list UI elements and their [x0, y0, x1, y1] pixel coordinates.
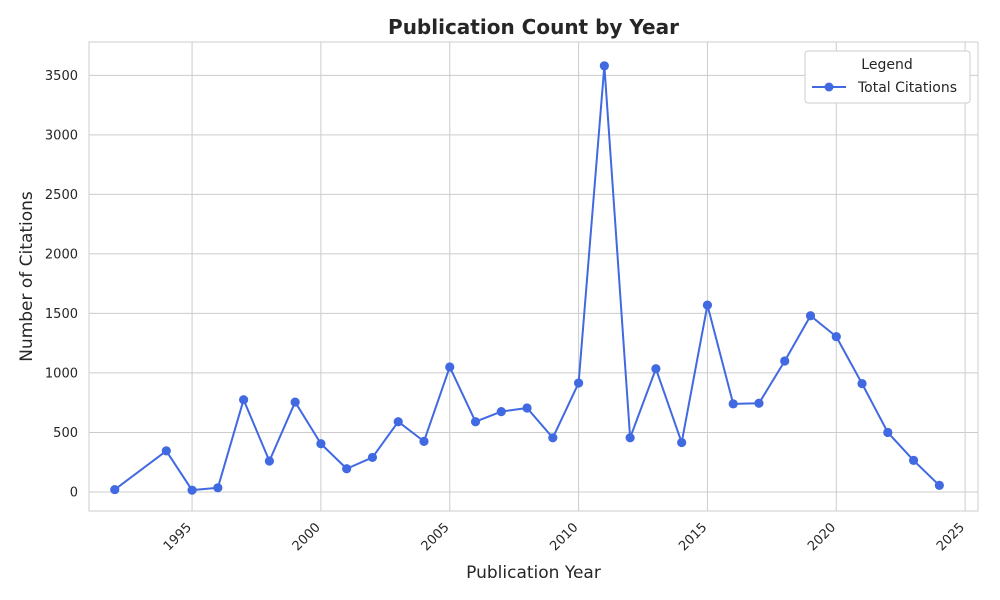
x-tick-label: 2010	[547, 520, 581, 554]
data-point	[496, 407, 506, 417]
data-point	[470, 417, 481, 427]
data-point	[831, 332, 841, 342]
grid	[89, 42, 978, 511]
x-tick-label: 2005	[419, 520, 453, 554]
y-axis-label: Number of Citations	[17, 191, 37, 362]
x-tick-label: 2000	[290, 520, 324, 554]
data-point	[264, 456, 274, 466]
data-point	[754, 398, 764, 408]
series-layer	[110, 61, 944, 495]
y-tick-label: 1500	[45, 307, 78, 322]
data-point	[883, 427, 893, 438]
data-point	[213, 483, 223, 493]
data-point	[367, 452, 378, 463]
y-axis-ticks: 0 500 1000 1500 2000 2500 3000 3500	[45, 69, 78, 501]
x-axis-ticks: 1995 2000 2005 2010 2015 2020 2025	[161, 520, 968, 554]
y-tick-label: 0	[70, 485, 78, 500]
y-tick-label: 2500	[45, 188, 78, 203]
data-point	[573, 378, 584, 388]
x-tick-label: 2025	[934, 520, 968, 554]
y-tick-label: 500	[53, 426, 78, 441]
y-tick-label: 1000	[45, 366, 78, 381]
data-point	[419, 436, 429, 446]
chart-title: Publication Count by Year	[388, 15, 679, 39]
data-point	[934, 480, 944, 491]
x-tick-label: 2015	[676, 520, 710, 554]
series-line	[114, 64, 941, 492]
x-tick-label: 2020	[805, 520, 839, 554]
data-point	[161, 446, 171, 456]
data-point	[393, 417, 403, 427]
legend-series-label: Total Citations	[857, 80, 957, 96]
data-point	[187, 485, 197, 495]
data-point	[548, 433, 558, 443]
data-point	[728, 399, 738, 409]
data-point	[780, 356, 790, 366]
data-point	[702, 300, 713, 310]
data-point	[857, 379, 867, 389]
data-point	[908, 455, 919, 466]
y-tick-label: 2000	[45, 247, 78, 262]
y-tick-label: 3000	[45, 128, 78, 143]
data-point	[625, 433, 635, 443]
x-tick-label: 1995	[161, 520, 195, 554]
data-point	[677, 437, 687, 448]
data-point	[522, 403, 532, 413]
y-tick-label: 3500	[45, 69, 78, 84]
data-point	[290, 397, 300, 407]
legend-title: Legend	[861, 57, 912, 73]
data-point	[110, 484, 120, 495]
plot-area-frame	[88, 41, 979, 512]
data-point	[316, 439, 326, 449]
legend-marker-swatch	[824, 82, 834, 92]
data-point	[445, 362, 455, 372]
data-point	[239, 395, 249, 405]
x-axis-label: Publication Year	[466, 563, 601, 583]
data-point	[342, 464, 352, 474]
data-point	[651, 364, 661, 374]
data-point	[805, 311, 816, 321]
legend: Legend Total Citations	[804, 50, 971, 104]
data-point	[599, 61, 609, 71]
legend-box	[804, 50, 971, 104]
